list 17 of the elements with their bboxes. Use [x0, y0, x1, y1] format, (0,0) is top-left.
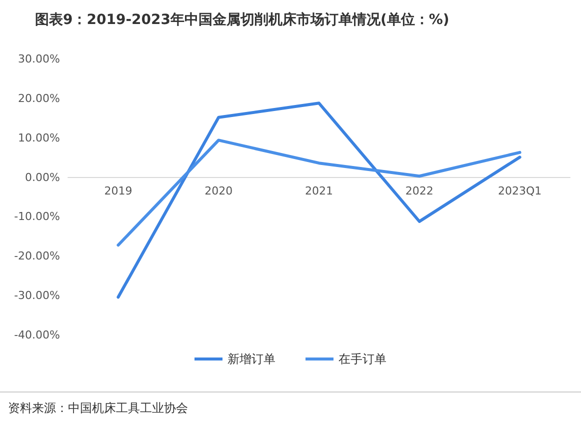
- x-tick-label: 2023Q1: [498, 184, 542, 198]
- x-tick-label: 2019: [104, 184, 132, 198]
- y-tick-label: -20.00%: [14, 250, 60, 263]
- chart-title: 图表9：2019-2023年中国金属切削机床市场订单情况(单位：%): [35, 11, 450, 28]
- y-tick-label: 10.00%: [18, 131, 60, 144]
- y-tick-label: 30.00%: [18, 52, 60, 66]
- legend-label: 在手订单: [338, 352, 386, 366]
- y-tick-label: -30.00%: [14, 289, 60, 302]
- y-tick-label: -40.00%: [14, 328, 60, 342]
- y-tick-label: -10.00%: [14, 210, 60, 224]
- y-tick-label: 0.00%: [25, 170, 60, 184]
- x-tick-label: 2022: [405, 184, 434, 198]
- text: 资料来源：中国机床工具工业协会: [8, 401, 188, 415]
- x-tick-label: 2020: [204, 184, 233, 198]
- y-tick-label: 20.00%: [18, 92, 60, 105]
- legend-label: 新增订单: [228, 352, 276, 366]
- x-tick-label: 2021: [305, 184, 333, 198]
